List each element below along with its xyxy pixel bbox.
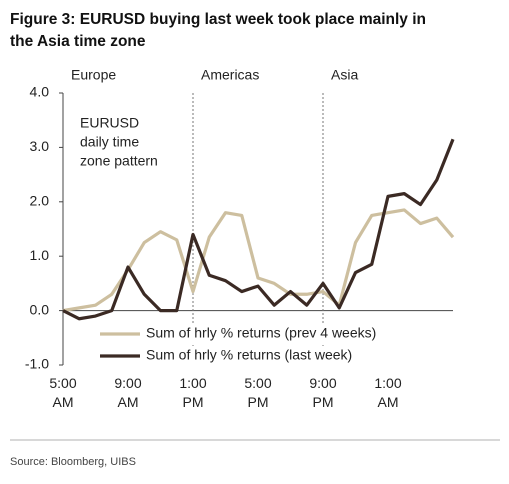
x-tick-label: 9:00 PM	[309, 375, 336, 410]
x-tick-label: 5:00 PM	[244, 375, 271, 410]
x-tick-label: 1:00 PM	[179, 375, 206, 410]
y-tick-label: 0.0	[30, 301, 50, 317]
legend-label: Sum of hrly % returns (last week)	[146, 347, 352, 363]
region-label: Americas	[201, 67, 259, 83]
region-label: Europe	[71, 67, 116, 83]
annotation: zone pattern	[80, 153, 158, 169]
x-tick-label: 5:00 AM	[49, 375, 76, 410]
series-line	[62, 208, 455, 313]
series-line	[62, 138, 455, 321]
y-tick-label: 4.0	[30, 84, 50, 100]
legend-bg	[96, 346, 426, 366]
chart-title: Figure 3: EURUSD buying last week took p…	[10, 11, 426, 28]
chart-title: the Asia time zone	[10, 33, 146, 50]
annotation: daily time	[80, 134, 139, 150]
x-tick-label: 1:00 AM	[374, 375, 401, 410]
y-tick-label: 1.0	[30, 247, 50, 263]
x-tick-label: 9:00 AM	[114, 375, 141, 410]
region-label: Asia	[331, 67, 358, 83]
y-tick-label: 3.0	[30, 138, 50, 154]
legend-label: Sum of hrly % returns (prev 4 weeks)	[146, 325, 376, 341]
annotation: EURUSD	[80, 115, 139, 131]
legend-bg	[96, 324, 426, 344]
source: Source: Bloomberg, UIBS	[10, 456, 136, 468]
y-tick-label: 2.0	[30, 193, 50, 209]
y-tick-label: -1.0	[25, 356, 49, 372]
